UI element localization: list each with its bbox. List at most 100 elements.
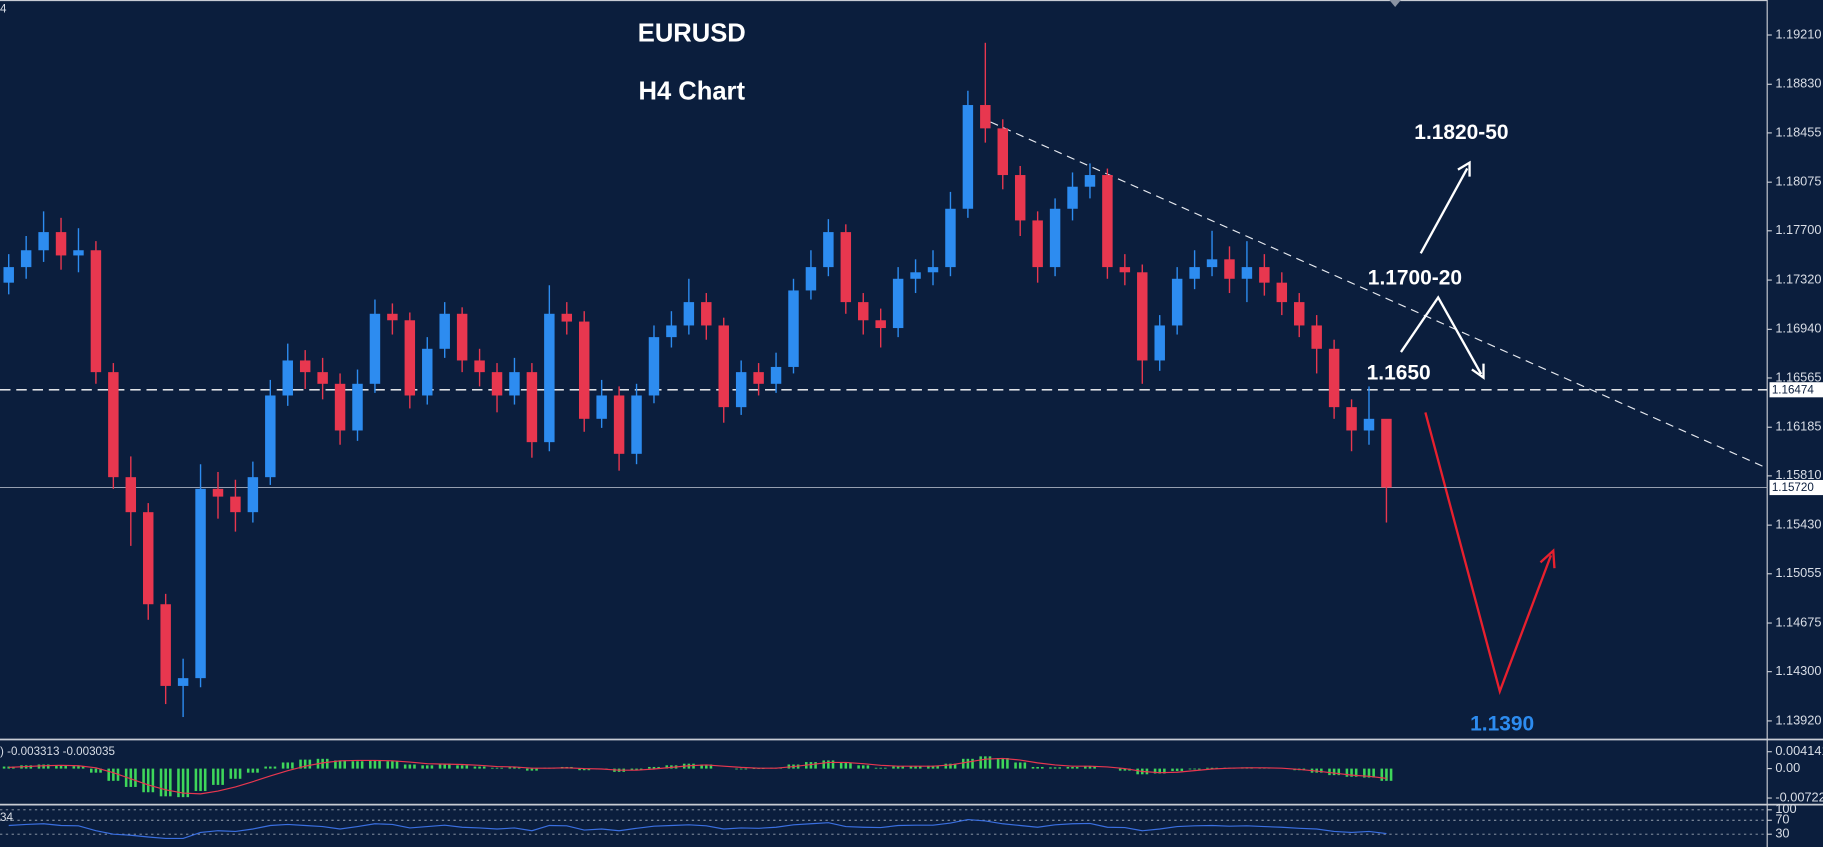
candle-body [1102, 175, 1113, 268]
candle-body [177, 678, 189, 686]
candle-body [160, 604, 171, 686]
candle-body [20, 250, 32, 268]
chart-title: EURUSD [638, 20, 746, 48]
y-tick-label: 1.18075 [1775, 174, 1821, 189]
candle-body [317, 372, 328, 384]
candle-body [387, 313, 398, 321]
candle-body [1363, 418, 1375, 431]
candle-body [1189, 267, 1200, 279]
candle-body [404, 320, 416, 396]
y-tick-label: 1.19210 [1775, 26, 1821, 41]
candle-body [474, 360, 485, 373]
y-tick-label: -0.007222 [1775, 789, 1823, 804]
candle-body [282, 360, 293, 396]
candle-body [805, 267, 817, 291]
candle-body [509, 372, 520, 396]
candle-body [3, 267, 14, 283]
candle-body [788, 290, 799, 367]
candle-body [858, 302, 869, 321]
candle-body [299, 360, 311, 373]
candle-body [422, 348, 433, 396]
candle-body [578, 321, 590, 419]
candle-body [927, 267, 939, 273]
candle-body [1294, 302, 1305, 326]
candle-body [770, 366, 782, 384]
candle-body [648, 337, 660, 396]
candle-body [1154, 325, 1165, 361]
y-tick-label: 1.13920 [1775, 712, 1821, 727]
candle-body [892, 278, 904, 329]
reject-arrow [1400, 295, 1485, 380]
candle-body [718, 325, 729, 408]
price-tag-label: 1.16474 [1772, 383, 1815, 396]
bear-arrow [1424, 412, 1556, 696]
y-tick-label: 1.16185 [1775, 419, 1821, 434]
y-tick-label: 1.16940 [1775, 321, 1821, 336]
candle-body [125, 477, 137, 513]
candle-body [1171, 278, 1183, 326]
candle-body [1259, 267, 1270, 283]
y-tick-label: 1.15430 [1775, 517, 1821, 532]
candle-body [1119, 267, 1131, 273]
price-tag-label: 1.15720 [1772, 481, 1814, 494]
candle-body [1049, 208, 1061, 268]
candle-body [1067, 186, 1078, 209]
candle-body [753, 372, 764, 384]
y-tick-label: 0.00 [1775, 760, 1800, 775]
candle-body [369, 313, 381, 384]
scroll-marker [1389, 0, 1401, 7]
y-tick-label: 1.16565 [1775, 369, 1821, 384]
annotation: 1.1700-20 [1368, 266, 1462, 289]
y-tick-label: 1.18455 [1775, 124, 1821, 139]
candle-body [352, 383, 363, 431]
annotation: 1.1390 [1470, 713, 1534, 736]
candle-body [840, 232, 852, 303]
candle-body [666, 325, 677, 338]
candle-body [1241, 267, 1253, 279]
candle-body [875, 320, 886, 329]
candle-body [456, 313, 468, 361]
y-tick-label: 1.15055 [1775, 565, 1821, 580]
candle-body [90, 250, 102, 373]
y-tick-label: 70 [1775, 812, 1789, 827]
macd-header: ) -0.003313 -0.003035 [0, 745, 115, 758]
y-tick-label: 1.17320 [1775, 271, 1821, 286]
candle-body [980, 105, 991, 129]
y-tick-label: 1.17700 [1775, 222, 1821, 237]
candle-body [613, 395, 625, 454]
candle-body [55, 232, 67, 256]
candle-body [526, 372, 538, 443]
candle-body [195, 488, 206, 679]
oscillator-header: 34 [0, 811, 13, 824]
annotation: 1.1650 [1367, 362, 1431, 385]
candle-body [1328, 348, 1340, 408]
candle-body [334, 383, 346, 431]
y-tick-label: 30 [1775, 826, 1789, 841]
signal-line [8, 757, 1387, 795]
y-tick-label: 100 [1775, 801, 1796, 816]
chart-subtitle: H4 Chart [639, 78, 746, 106]
price-tag [1769, 479, 1823, 496]
y-tick-label: 1.14675 [1775, 614, 1821, 629]
trend-line [990, 121, 1768, 469]
candle-body [1311, 325, 1322, 349]
candle-body [561, 313, 573, 322]
y-tick-label: 0.004141 [1775, 743, 1823, 758]
candle-body [735, 372, 747, 408]
candle-body [701, 302, 712, 326]
oscillator-line [8, 818, 1387, 839]
y-tick-label: 1.15810 [1775, 467, 1821, 482]
bull-arrow [1419, 160, 1471, 254]
candle-body [491, 372, 503, 396]
candle-body [945, 208, 956, 268]
candle-body [1224, 259, 1235, 279]
candle-body [73, 250, 84, 256]
candle-body [265, 395, 276, 478]
annotation: 1.1820-50 [1414, 121, 1508, 144]
candle-body [1346, 407, 1357, 431]
candle-body [1206, 259, 1218, 268]
